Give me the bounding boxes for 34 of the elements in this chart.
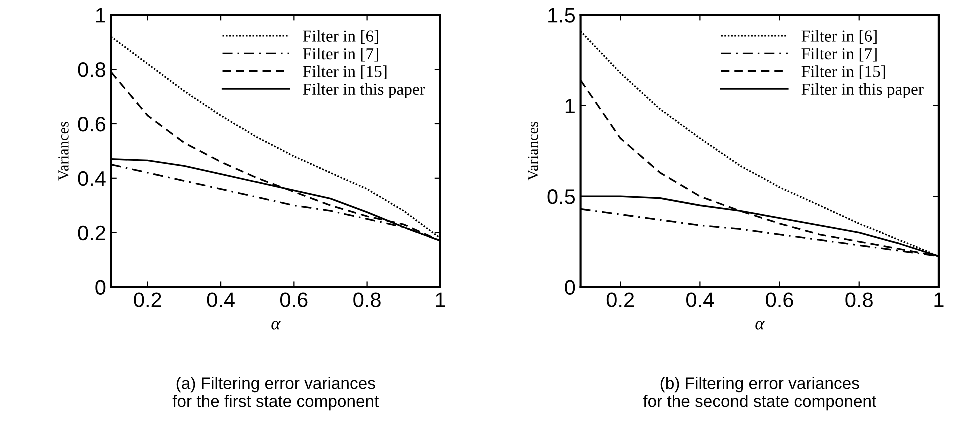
x-tick-label: 0.4	[207, 292, 235, 308]
y-tick-label: 0.2	[78, 226, 106, 241]
y-tick-label: 0.6	[78, 116, 106, 132]
x-tick-label: 0.4	[686, 292, 714, 308]
y-tick-label: 1	[566, 99, 575, 114]
y-tick-label: 1	[96, 8, 106, 23]
y-tick-label: 1.5	[548, 8, 576, 23]
x-axis-title: α	[756, 321, 765, 330]
y-tick-label: 0	[96, 280, 106, 296]
x-tick-label: 0.6	[766, 292, 794, 308]
legend-label: Filter in this paper	[303, 83, 426, 98]
y-tick-label: 0.8	[78, 62, 106, 78]
x-tick-label: 0.6	[280, 292, 308, 308]
x-tick-label: 1	[934, 292, 944, 308]
y-tick-label: 0.4	[78, 171, 106, 186]
y-tick-label: 0.5	[548, 190, 576, 204]
legend-label: Filter in [7]	[303, 48, 378, 62]
legend-label: Filter in [6]	[303, 30, 378, 44]
text: (b) Filtering error variances for the second state component	[643, 377, 877, 411]
legend-label: Filter in [6]	[802, 30, 877, 44]
x-tick-label: 0.2	[606, 292, 634, 308]
legend-label: Filter in [15]	[303, 66, 387, 80]
x-tick-label: 0.2	[134, 292, 162, 308]
y-axis-title: Variances	[528, 122, 538, 181]
y-tick-label: 0	[565, 280, 576, 296]
x-tick-label: 0.8	[354, 292, 381, 308]
legend-label: Filter in this paper	[802, 83, 924, 98]
legend-label: Filter in [15]	[802, 66, 886, 80]
y-axis-title: Variances	[58, 122, 69, 181]
x-tick-label: 1	[436, 292, 446, 308]
x-tick-label: 0.8	[846, 292, 873, 308]
x-axis-title: α	[272, 321, 281, 330]
text: (a) Filtering error variances for the first state component	[172, 377, 380, 411]
legend-label: Filter in [7]	[802, 48, 877, 62]
